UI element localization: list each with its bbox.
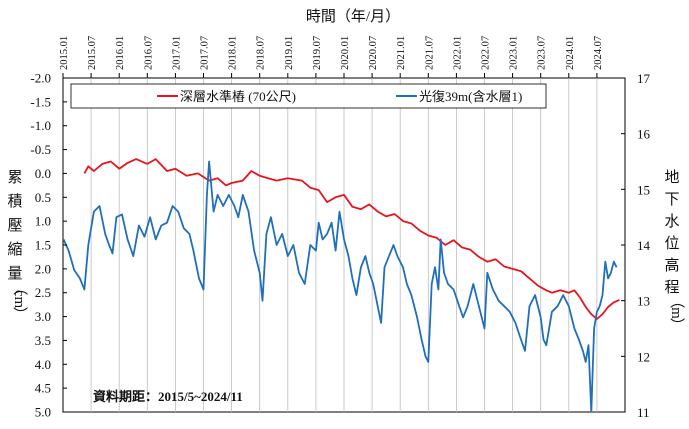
top-tick-label: 2017.01 xyxy=(171,36,182,70)
top-tick-label: 2021.07 xyxy=(424,36,435,70)
top-tick-label: 2022.01 xyxy=(452,36,463,70)
left-tick-label: 2.0 xyxy=(35,261,51,276)
right-tick-label: 14 xyxy=(637,238,651,253)
top-tick-label: 2015.01 xyxy=(59,36,70,70)
left-tick-label: 0.0 xyxy=(35,166,51,181)
legend-box xyxy=(70,83,547,109)
left-tick-label: -1.0 xyxy=(30,118,51,133)
left-tick-label: 2.5 xyxy=(35,285,51,300)
left-axis-title-char: 縮 xyxy=(7,241,22,258)
right-axis-title-char: 水 xyxy=(664,213,679,230)
left-axis-title-char: 累 xyxy=(7,170,22,186)
top-tick-label: 2018.01 xyxy=(228,36,239,70)
top-tick-label: 2016.07 xyxy=(143,36,154,70)
top-tick-label: 2018.07 xyxy=(256,36,267,70)
right-tick-label: 17 xyxy=(637,71,651,86)
left-tick-label: -2.0 xyxy=(30,71,51,86)
top-tick-label: 2022.07 xyxy=(481,36,492,70)
legend-label-groundwater: 光復39m(含水層1) xyxy=(419,89,522,104)
top-tick-label: 2016.01 xyxy=(115,36,126,70)
left-axis-ticks: -2.0 -1.5 -1.0 -0.5 0.0 0.5 1.0 1.5 2.0 2.5 3.0 3.5… xyxy=(30,71,67,420)
left-tick-label: 1.0 xyxy=(35,214,51,229)
top-tick-label: 2023.07 xyxy=(537,36,548,70)
data-period-annotation: 資料期距：2015/5~2024/11 xyxy=(93,389,243,404)
left-tick-label: 0.5 xyxy=(35,190,51,205)
left-axis-unit: （ cm ） xyxy=(11,280,28,321)
right-axis-title-char: 位 xyxy=(664,235,679,252)
series-line-subsidence xyxy=(83,158,620,320)
left-tick-label: 3.0 xyxy=(35,309,51,324)
left-axis-title-char: 積 xyxy=(7,193,22,210)
top-axis-ticks: 2015.01 2015.07 2016.01 2016.07 2017.01 2017.… xyxy=(59,36,604,78)
right-tick-label: 13 xyxy=(637,294,650,309)
right-tick-label: 12 xyxy=(637,349,650,364)
left-tick-label: 4.0 xyxy=(35,357,51,372)
top-axis-title: 時間（年/月） xyxy=(306,8,400,25)
right-axis-title-char: 程 xyxy=(664,279,679,296)
top-tick-label: 2017.07 xyxy=(200,36,211,70)
right-tick-label: 16 xyxy=(637,127,651,142)
left-tick-label: 3.5 xyxy=(35,333,51,348)
top-tick-label: 2019.01 xyxy=(284,36,295,70)
right-axis-unit-part: m xyxy=(668,307,684,319)
left-tick-label: 4.5 xyxy=(35,381,51,396)
legend: 深層水準樁 (70公尺) 光復39m(含水層1) xyxy=(70,83,547,109)
right-axis-title-char: 高 xyxy=(664,257,679,274)
left-axis-unit-part: （ xyxy=(11,280,28,295)
left-tick-label: 1.5 xyxy=(35,238,51,253)
vertical-gridlines xyxy=(90,78,598,412)
right-tick-label: 15 xyxy=(637,182,650,197)
left-axis-title-char: 壓 xyxy=(7,218,22,234)
top-tick-label: 2024.07 xyxy=(593,36,604,70)
left-axis-unit-part: cm xyxy=(11,290,27,309)
left-axis-unit-part: ） xyxy=(11,306,28,321)
left-axis-title-char: 量 xyxy=(7,266,22,282)
left-tick-label: -1.5 xyxy=(30,94,51,109)
top-tick-label: 2020.07 xyxy=(368,36,379,70)
left-tick-label: -0.5 xyxy=(30,142,51,157)
top-tick-label: 2019.07 xyxy=(312,36,323,70)
right-axis-ticks: 17 16 15 14 13 12 11 xyxy=(621,71,651,420)
top-tick-label: 2024.01 xyxy=(565,36,576,70)
right-axis-title-char: 下 xyxy=(664,192,679,208)
legend-label-subsidence: 深層水準樁 (70公尺) xyxy=(180,89,296,104)
left-tick-label: 5.0 xyxy=(35,405,51,420)
top-tick-label: 2015.07 xyxy=(87,36,98,70)
right-axis-title: 地 下 水 位 高 程 xyxy=(664,169,679,296)
series-layer xyxy=(62,158,620,413)
series-line-groundwater xyxy=(62,160,618,413)
left-axis-title: 累 積 壓 縮 量 xyxy=(7,170,22,282)
right-axis-unit-part: ） xyxy=(668,317,685,332)
right-axis-unit: （ m ） xyxy=(668,293,685,332)
right-axis-unit-part: （ xyxy=(668,293,685,308)
right-axis-title-char: 地 xyxy=(664,169,679,186)
top-tick-label: 2021.01 xyxy=(396,36,407,70)
top-tick-label: 2023.01 xyxy=(509,36,520,70)
right-tick-label: 11 xyxy=(637,405,650,420)
top-tick-label: 2020.01 xyxy=(340,36,351,70)
